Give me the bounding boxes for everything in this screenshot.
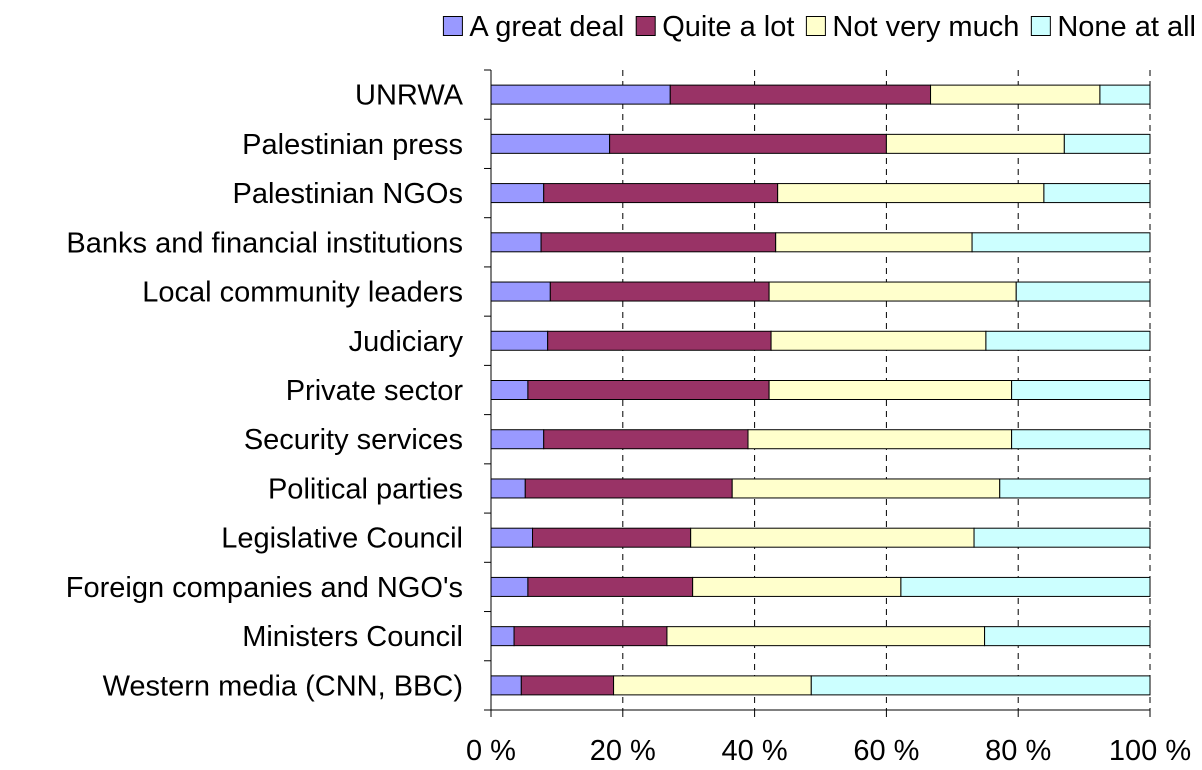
bar-segment [490,675,522,696]
bar-segment [666,626,986,647]
bar-segment [524,478,733,499]
category-label: Legislative Council [221,523,463,555]
x-tick-label: 40 % [722,735,788,767]
category-label: Local community leaders [142,277,463,309]
bars-layer [490,84,1151,696]
category-label: UNRWA [355,80,464,112]
bar-segment [971,232,1151,253]
legend-swatch [805,16,826,36]
bar-segment [513,626,668,647]
bar-segment [1043,183,1151,204]
bar-segment [490,183,545,204]
bar-segment [999,478,1151,499]
bar-segment [490,576,529,597]
bar-segment [490,84,671,105]
bar-segment [775,232,973,253]
category-label: Ministers Council [242,621,463,653]
category-label: Security services [244,424,463,456]
bar-segment [490,380,529,400]
legend-swatch [442,16,463,36]
bar-segment [1099,84,1151,105]
bar-segment [930,84,1101,105]
bar-segment [527,380,770,400]
bar-segment [490,330,549,351]
category-label: Judiciary [349,326,464,358]
bar-segment [690,527,975,548]
bar-segment [490,281,551,302]
bar-segment [777,183,1045,204]
bar-segment [692,576,902,597]
bar-segment [543,183,779,204]
bar-segment [984,626,1151,647]
bar-segment [770,330,987,351]
legend-swatch [635,16,656,36]
bar-segment [490,429,545,450]
legend-label: A great deal [469,11,624,43]
bar-segment [490,527,534,548]
legend-label: None at all [1057,11,1196,43]
bar-segment [768,281,1017,302]
bar-segment [973,527,1151,548]
category-label: Western media (CNN, BBC) [103,670,463,702]
bar-segment [490,626,515,647]
bar-segment [520,675,615,696]
x-tick-label: 20 % [590,735,656,767]
category-label: Palestinian press [242,129,463,161]
category-label: Foreign companies and NGO's [66,572,463,604]
bar-segment [810,675,1151,696]
bar-segment [609,133,887,154]
bar-segment [532,527,692,548]
bar-segment [490,133,611,154]
category-label: Political parties [268,473,463,505]
bar-segment [547,330,772,351]
bar-segment [490,478,526,499]
x-tick-label: 80 % [985,735,1051,767]
bar-segment [1011,429,1151,450]
bar-segment [747,429,1013,450]
legend-label: Not very much [832,11,1019,43]
bar-segment [768,380,1013,400]
bar-segment [549,281,770,302]
bar-segment [885,133,1065,154]
bar-segment [527,576,694,597]
legend-label: Quite a lot [662,11,794,43]
bar-segment [540,232,777,253]
bar-segment [900,576,1151,597]
category-label: Private sector [286,375,464,407]
bar-segment [1015,281,1151,302]
x-tick-label: 60 % [853,735,919,767]
bar-segment [613,675,812,696]
bar-segment [985,330,1151,351]
axes-layer [484,69,1151,717]
legend-swatch [1030,16,1051,36]
category-label: Palestinian NGOs [233,178,464,210]
category-label: Banks and financial institutions [66,227,463,259]
x-tick-label: 100 % [1109,735,1191,767]
legend: A great deal Quite a lot Not very much None… [442,11,1196,43]
bar-segment [490,232,542,253]
x-tick-label: 0 % [466,735,516,767]
bar-segment [669,84,932,105]
bar-segment [543,429,749,450]
bar-segment [1063,133,1151,154]
labels-layer: UNRWA Palestinian press Palestinian NGOs Ba… [66,80,1191,767]
bar-segment [731,478,1001,499]
bar-segment [1011,380,1151,400]
